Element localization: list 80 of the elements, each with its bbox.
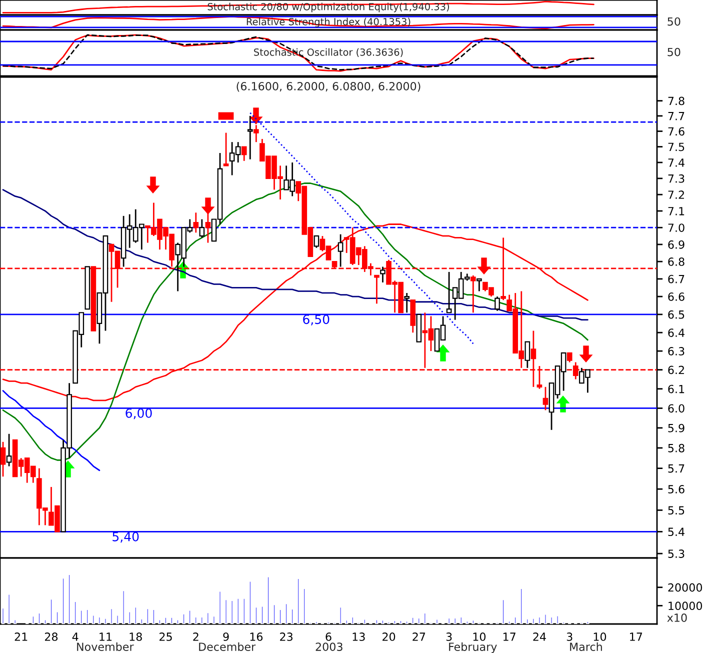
candlestick [0, 441, 6, 478]
y-tick-label: 7.4 [668, 158, 684, 167]
x-tick-label: 2 [193, 632, 198, 641]
y-tick-label: 20000 [668, 583, 702, 592]
chart-title: (6.1600, 6.2000, 6.0800, 6.2000) [236, 82, 420, 92]
x-tick-label: 4 [72, 632, 78, 641]
y-tick-label: 5.3 [668, 550, 684, 558]
ref-line-label: 6,50 [303, 314, 330, 326]
y-tick-label: 7.6 [668, 127, 684, 136]
y-tick-label: 7.5 [668, 142, 684, 152]
y-tick-label: 6.7 [668, 274, 684, 284]
candlestick [199, 218, 205, 238]
ref-line-label: 6,00 [126, 408, 152, 420]
x-tick-label: 10 [594, 632, 606, 641]
y-tick-label: 7.0 [668, 224, 684, 232]
candlestick [494, 296, 500, 312]
y-tick-label: 5.8 [668, 444, 684, 452]
x-tick-label: 9 [223, 632, 229, 641]
x-tick-label: 17 [630, 632, 642, 641]
candlestick [446, 271, 452, 314]
text: February [449, 642, 497, 653]
y-tick-label: 6.8 [668, 258, 684, 266]
candlestick [374, 274, 380, 304]
text: December [199, 642, 256, 651]
x-tick-label: 27 [412, 632, 426, 641]
candlestick [380, 266, 386, 284]
y-tick-label: 5.9 [668, 424, 684, 432]
y-tick-label: 7.7 [668, 112, 684, 120]
candlestick [193, 212, 199, 234]
y-tick-label: 7.1 [668, 207, 684, 216]
y-tick-label: 6.3 [668, 347, 684, 356]
y-tick-label: 10000 [668, 602, 702, 610]
y-tick-label: 5.7 [668, 464, 684, 473]
x-tick-label: 3 [566, 632, 572, 641]
candlestick [524, 341, 530, 369]
y-tick-label: 5.6 [668, 485, 684, 494]
y-tick-label: 5.4 [668, 528, 684, 536]
candlestick [223, 132, 229, 166]
ref-line-label: 5,40 [112, 532, 139, 543]
x-tick-label: 24 [533, 632, 546, 641]
y-tick-label: 7.2 [668, 190, 684, 199]
candlestick [241, 146, 247, 162]
candlestick [470, 274, 476, 314]
y-tick-label: 6.2 [668, 366, 684, 374]
y-tick-label: 6.9 [668, 240, 684, 249]
x-tick-label: 3 [446, 632, 452, 641]
text: 2003 [316, 642, 342, 651]
x-tick-label: 11 [100, 632, 112, 641]
x-tick-label: 25 [160, 632, 172, 641]
text: November [77, 642, 134, 651]
candlestick [404, 292, 410, 314]
x-tick-label: 13 [352, 632, 365, 641]
text: 50 [668, 48, 680, 56]
candlestick [338, 234, 344, 268]
x-tick-label: 6 [326, 632, 332, 641]
y-tick-label: 6.4 [668, 328, 684, 337]
x-tick-label: 10 [473, 632, 486, 641]
x-tick-label: 20 [382, 632, 396, 641]
y-tick-label: 6.5 [668, 310, 684, 319]
y-tick-label: 6.1 [668, 384, 684, 394]
y-tick-label: 7.8 [668, 96, 684, 106]
x-tick-label: 16 [250, 632, 263, 641]
y-tick-label: 6.0 [668, 404, 684, 413]
y-tick-label: 7.3 [668, 174, 684, 183]
text: 50 [668, 17, 680, 26]
x-tick-label: 18 [130, 632, 142, 641]
x-tick-label: 17 [503, 632, 516, 641]
text: March [570, 642, 602, 651]
x-tick-label: 23 [280, 632, 292, 641]
text: x10 [667, 614, 687, 622]
candlestick [542, 386, 548, 411]
candlestick [476, 278, 482, 292]
candlestick [247, 115, 253, 160]
candlestick [314, 235, 320, 249]
y-tick-label: 6.6 [668, 292, 684, 301]
candlestick [566, 352, 572, 363]
x-tick-label: 21 [14, 632, 28, 641]
y-tick-label: 5.5 [668, 506, 684, 515]
candlestick [6, 433, 12, 467]
x-tick-label: 28 [44, 632, 58, 641]
